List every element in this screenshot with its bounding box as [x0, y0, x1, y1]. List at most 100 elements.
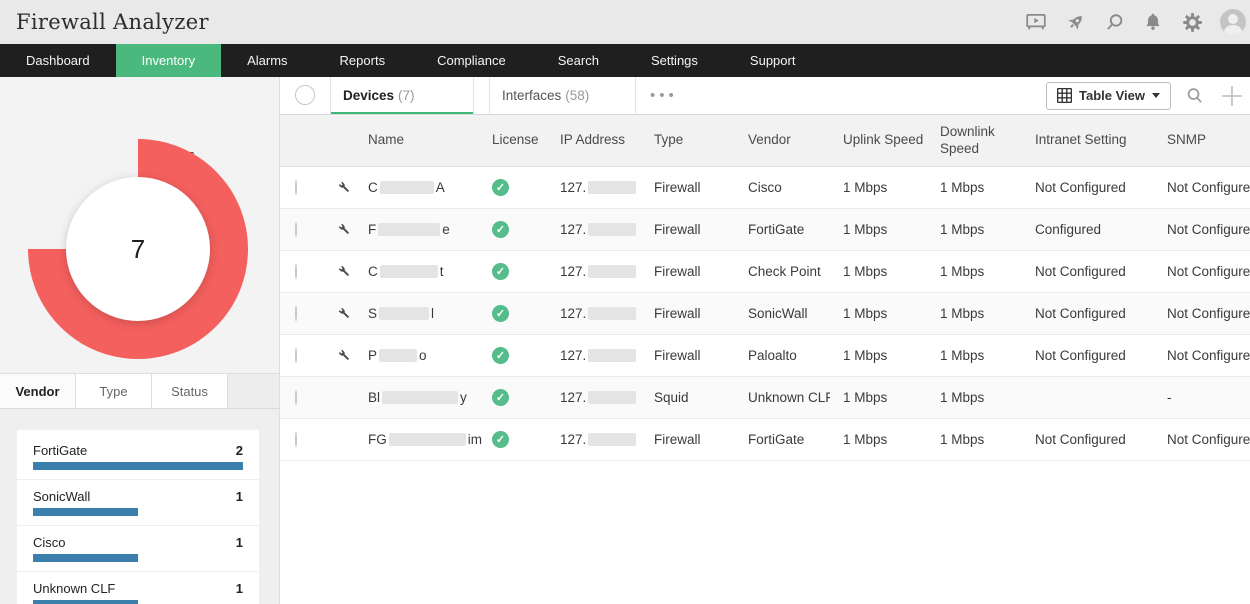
nav-item-search[interactable]: Search [557, 53, 599, 68]
device-vendor: FortiGate [748, 222, 805, 237]
vendor-bar [33, 508, 138, 516]
row-checkbox[interactable] [295, 264, 297, 279]
uplink-speed: 1 Mbps [843, 390, 888, 405]
redacted-text [588, 265, 637, 278]
vendor-list-panel: FortiGate 2 SonicWall 1 [0, 409, 279, 604]
device-type: Firewall [654, 348, 701, 363]
row-checkbox[interactable] [295, 432, 297, 447]
wrench-icon[interactable] [338, 181, 360, 194]
redacted-text [379, 349, 418, 362]
table-row[interactable]: C A ✓ 127. Firewall Cisco 1 Mbps 1 Mbps N… [280, 167, 1250, 209]
col-header-name[interactable]: Name [368, 132, 405, 148]
device-name-prefix: FG [368, 432, 387, 447]
vendor-count: 2 [235, 443, 243, 458]
rocket-icon[interactable] [1064, 11, 1086, 33]
sidebar-tab-status[interactable]: Status [152, 374, 228, 408]
downlink-speed: 1 Mbps [940, 348, 985, 363]
wrench-icon[interactable] [338, 307, 360, 320]
vendor-list-item[interactable]: SonicWall 1 [17, 479, 259, 516]
device-name-suffix: e [442, 222, 450, 237]
device-type: Firewall [654, 264, 701, 279]
table-view-button[interactable]: Table View [1046, 81, 1171, 110]
user-avatar[interactable] [1220, 9, 1246, 35]
col-header-uplink[interactable]: Uplink Speed [843, 132, 924, 148]
sidebar-tab-filler [228, 374, 279, 408]
main-nav: Dashboard Inventory Alarms Reports Compl… [0, 44, 1250, 77]
table-row[interactable]: FG im ✓ 127. Firewall FortiGate 1 Mbps 1 … [280, 419, 1250, 461]
device-status-donut-chart[interactable]: 7 [28, 139, 248, 359]
device-tabbar: Devices (7) Interfaces (58) ••• Table Vi… [280, 77, 1250, 115]
device-vendor: Cisco [748, 180, 782, 195]
sidebar-tab-type[interactable]: Type [76, 374, 152, 408]
device-status-donut-panel: No logs > 60mins 7 [0, 77, 279, 373]
gear-icon[interactable] [1181, 11, 1203, 33]
select-all-checkbox[interactable] [295, 85, 315, 105]
wrench-icon[interactable] [338, 349, 360, 362]
device-type: Firewall [654, 432, 701, 447]
col-header-ip[interactable]: IP Address [560, 132, 626, 148]
license-ok-icon: ✓ [492, 221, 509, 238]
donut-hole: 7 [66, 177, 210, 321]
col-header-type[interactable]: Type [654, 132, 684, 148]
wrench-icon[interactable] [338, 265, 360, 278]
row-checkbox[interactable] [295, 222, 297, 237]
snmp-setting: Not Configured [1167, 180, 1250, 195]
nav-item-support[interactable]: Support [749, 53, 796, 68]
row-checkbox[interactable] [295, 348, 297, 363]
device-name-suffix: t [439, 264, 444, 279]
table-row[interactable]: Bl y ✓ 127. Squid Unknown CLF 1 Mbps 1 Mb… [280, 377, 1250, 419]
sidebar-tab-vendor[interactable]: Vendor [0, 374, 76, 408]
row-checkbox[interactable] [295, 390, 297, 405]
row-checkbox[interactable] [295, 306, 297, 321]
vendor-bar [33, 600, 138, 604]
ip-prefix: 127. [560, 348, 587, 363]
tab-devices[interactable]: Devices (7) [330, 77, 474, 114]
nav-item-inventory[interactable]: Inventory [115, 44, 222, 77]
col-header-intranet[interactable]: Intranet Setting [1035, 132, 1127, 148]
nav-item-alarms[interactable]: Alarms [247, 53, 288, 68]
license-ok-icon: ✓ [492, 347, 509, 364]
ip-prefix: 127. [560, 432, 587, 447]
presentation-icon[interactable] [1025, 11, 1047, 33]
vendor-list-item[interactable]: Cisco 1 [17, 525, 259, 562]
ip-prefix: 127. [560, 390, 587, 405]
wrench-icon[interactable] [338, 223, 360, 236]
vendor-list-item[interactable]: FortiGate 2 [17, 434, 259, 470]
col-header-downlink[interactable]: Downlink Speed [940, 123, 995, 156]
device-name-suffix: im [467, 432, 482, 447]
app-title: Firewall Analyzer [16, 10, 209, 34]
table-view-label: Table View [1079, 88, 1145, 103]
vendor-list-item[interactable]: Unknown CLF 1 [17, 571, 259, 604]
col-header-snmp[interactable]: SNMP [1167, 132, 1207, 148]
intranet-setting: Configured [1035, 222, 1102, 237]
avatar-head-icon [1228, 14, 1238, 24]
uplink-speed: 1 Mbps [843, 432, 888, 447]
search-icon[interactable] [1103, 11, 1125, 33]
snmp-setting: Not Configured [1167, 264, 1250, 279]
nav-item-dashboard[interactable]: Dashboard [26, 53, 90, 68]
grid-icon [1057, 88, 1072, 103]
vendor-name: Cisco [33, 535, 66, 550]
license-ok-icon: ✓ [492, 305, 509, 322]
nav-item-settings[interactable]: Settings [650, 53, 698, 68]
bell-icon[interactable] [1142, 11, 1164, 33]
col-header-license[interactable]: License [492, 132, 539, 148]
row-checkbox[interactable] [295, 180, 297, 195]
table-header: Name License IP Address Type Vendor Upli… [280, 115, 1250, 167]
nav-item-reports[interactable]: Reports [339, 53, 386, 68]
snmp-setting: - [1167, 390, 1172, 405]
ip-prefix: 127. [560, 180, 587, 195]
device-name-prefix: S [368, 306, 378, 321]
more-tabs-button[interactable]: ••• [650, 87, 678, 104]
add-device-icon[interactable] [1220, 84, 1244, 108]
col-header-vendor[interactable]: Vendor [748, 132, 791, 148]
nav-item-compliance[interactable]: Compliance [437, 53, 506, 68]
tab-interfaces[interactable]: Interfaces (58) [489, 77, 636, 114]
device-name-suffix: l [431, 306, 435, 321]
table-search-icon[interactable] [1185, 86, 1204, 105]
device-vendor: FortiGate [748, 432, 805, 447]
